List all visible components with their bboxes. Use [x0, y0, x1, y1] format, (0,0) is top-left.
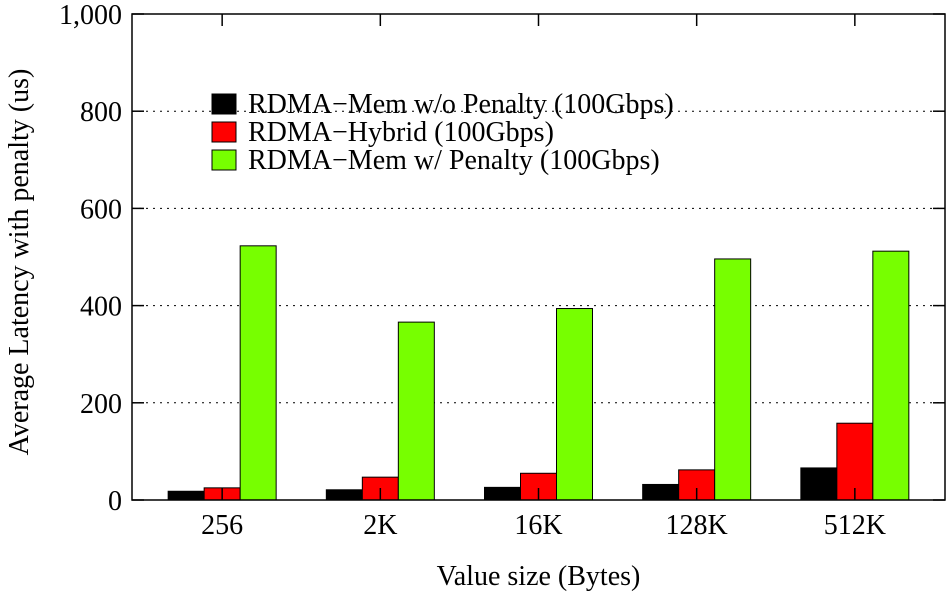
- y-tick-label: 200: [80, 389, 122, 420]
- bar-series-3: [872, 250, 910, 501]
- x-tick-label: 512K: [824, 510, 886, 541]
- y-tick-label: 600: [80, 194, 122, 225]
- x-tick-label: 256: [201, 510, 243, 541]
- legend-swatch: [211, 121, 237, 143]
- bar-series-3: [714, 258, 752, 501]
- y-tick-label: 1,000: [59, 0, 122, 31]
- bar-series-1: [484, 486, 521, 501]
- bar-series-3: [556, 308, 593, 501]
- bar-series-3: [397, 321, 435, 501]
- legend-swatch: [211, 93, 237, 115]
- legend: RDMA−Mem w/o Penalty (100Gbps)RDMA−Hybri…: [211, 89, 674, 176]
- bar-series-1: [642, 483, 680, 501]
- legend-swatch: [211, 149, 237, 171]
- axis-ticks: 0 200 400 600 800 1,000 256 2K 16K 128K 512K: [59, 0, 945, 541]
- x-tick-label: 128K: [666, 510, 728, 541]
- grid-lines: [132, 110, 945, 404]
- bars: [167, 245, 910, 501]
- bar-series-3: [239, 245, 277, 501]
- legend-label: RDMA−Mem w/o Penalty (100Gbps): [248, 89, 674, 120]
- x-axis-title: Value size (Bytes): [437, 561, 641, 592]
- x-tick-label: 2K: [363, 510, 397, 541]
- bar-series-1: [325, 489, 363, 501]
- x-tick-label: 16K: [514, 510, 562, 541]
- bar-series-1: [800, 467, 838, 501]
- y-axis-title: Average Latency with penalty (us): [4, 69, 35, 456]
- y-tick-label: 0: [108, 486, 122, 517]
- legend-label: RDMA−Mem w/ Penalty (100Gbps): [248, 145, 660, 176]
- y-tick-label: 800: [80, 97, 122, 128]
- bar-series-1: [167, 490, 205, 501]
- y-tick-label: 400: [80, 292, 122, 323]
- legend-label: RDMA−Hybrid (100Gbps): [248, 117, 554, 148]
